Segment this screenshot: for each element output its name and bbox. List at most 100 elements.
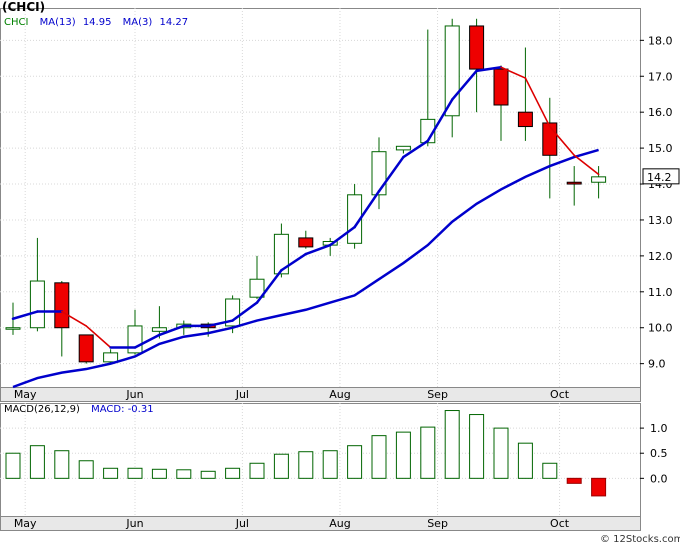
ma3-segment <box>524 77 551 128</box>
ma3-segment <box>573 154 600 176</box>
ma3-segment <box>255 268 283 304</box>
ma13-line <box>12 148 599 389</box>
legend-ma3-value: 14.27 <box>159 17 188 28</box>
ma3-segment <box>500 66 527 79</box>
macd-tick-label: 0.0 <box>650 472 668 485</box>
macd-x-tick-label: Jun <box>125 517 143 530</box>
candle-down <box>493 68 509 106</box>
ma3-segment <box>85 325 112 349</box>
candle-up <box>5 327 21 330</box>
price-x-tick-label: Oct <box>550 388 570 401</box>
chart-title: (CHCI) <box>2 0 45 14</box>
macd-tick-label: 1.0 <box>650 422 668 435</box>
price-panel <box>0 8 641 388</box>
macd-bar-positive <box>127 467 143 479</box>
macd-bars <box>5 410 607 497</box>
price-tick-label: 17.0 <box>648 70 673 83</box>
macd-x-axis: May Jun Jul Aug Sep Oct <box>14 517 570 530</box>
macd-bar-positive <box>29 445 45 479</box>
ma3-segment <box>158 324 186 337</box>
candle-down <box>469 25 485 70</box>
ma3-segment <box>450 69 478 101</box>
legend-symbol: CHCI <box>4 17 28 28</box>
macd-y-axis: 0.0 0.5 1.0 <box>640 422 668 485</box>
current-price-tag: 14.2 <box>642 168 680 185</box>
price-y-axis: 9.010.011.012.013.014.015.016.017.018.0 <box>640 34 673 371</box>
macd-gridlines <box>0 403 640 516</box>
price-x-tick-label: Sep <box>427 388 448 401</box>
candle-up <box>591 176 607 183</box>
macd-bar-positive <box>347 445 363 479</box>
macd-panel-axis-strip <box>0 516 641 531</box>
price-gridlines <box>0 8 640 387</box>
price-x-axis: May Jun Jul Aug Sep Oct <box>14 388 570 401</box>
price-panel-axis-strip <box>0 387 641 402</box>
price-x-tick-label: Jul <box>235 388 249 401</box>
macd-bar-positive <box>249 462 265 479</box>
candle-up <box>395 145 411 151</box>
price-tick-label: 10.0 <box>648 322 673 335</box>
macd-bar-positive <box>298 451 314 479</box>
candle-up <box>273 233 289 275</box>
price-x-tick-label: Jun <box>125 388 143 401</box>
ma3-segment <box>377 155 405 193</box>
ma3-segment <box>475 66 503 73</box>
price-tick-label: 13.0 <box>648 214 673 227</box>
price-x-tick-label: May <box>14 388 37 401</box>
candlesticks <box>5 18 607 364</box>
current-price-label: 14.2 <box>647 171 672 184</box>
macd-bar-positive <box>469 414 485 479</box>
macd-legend-label: MACD(26,12,9) <box>4 404 80 415</box>
legend-ma13-label: MA(13) <box>40 17 76 28</box>
ma3-segment <box>402 139 430 159</box>
ma3-segment <box>548 125 576 157</box>
macd-legend-value: -0.31 <box>128 404 154 415</box>
price-x-tick-label: Aug <box>329 388 350 401</box>
macd-bar-positive <box>151 468 167 479</box>
macd-bar-positive <box>5 452 21 479</box>
svg-text:MACD(26,12,9) MACD: -0: MACD(26,12,9) MACD: -0.31 <box>4 404 154 415</box>
watermark: © 12Stocks.com <box>600 534 680 545</box>
macd-bar-positive <box>493 427 509 479</box>
candle-up <box>371 151 387 196</box>
ma3-segment <box>280 252 308 272</box>
svg-text:CHCI MA(13) 14.95: CHCI MA(13) 14.95 MA(3) 14.27 <box>4 17 188 28</box>
legend-ma13-value: 14.95 <box>83 17 112 28</box>
macd-x-tick-label: Sep <box>427 517 448 530</box>
macd-bar-positive <box>517 442 533 479</box>
candle-down <box>542 122 558 156</box>
macd-bar-positive <box>395 431 411 479</box>
macd-bar-positive <box>322 450 338 479</box>
candle-up <box>249 278 265 298</box>
macd-bar-negative <box>566 477 582 484</box>
candle-down <box>298 237 314 248</box>
macd-x-tick-label: May <box>14 517 37 530</box>
legend-ma3-label: MA(3) <box>123 17 153 28</box>
price-tick-label: 16.0 <box>648 106 673 119</box>
ma3-segment <box>206 319 234 328</box>
macd-bar-positive <box>103 467 119 479</box>
macd-x-tick-label: Jul <box>235 517 249 530</box>
macd-bar-positive <box>200 470 216 479</box>
macd-bar-positive <box>54 450 70 479</box>
price-tick-label: 11.0 <box>648 286 673 299</box>
candle-up <box>127 325 143 354</box>
candle-down <box>517 111 533 128</box>
ma3-segment <box>231 301 259 322</box>
macd-bar-positive <box>542 462 558 479</box>
macd-panel <box>0 403 641 517</box>
price-tick-label: 9.0 <box>648 358 666 371</box>
candle-down <box>78 334 94 363</box>
macd-bar-positive <box>420 426 436 479</box>
macd-tick-label: 0.5 <box>650 447 668 460</box>
candle-up <box>151 327 167 332</box>
ma3-segment <box>304 243 332 256</box>
ma3-segment <box>133 333 161 349</box>
macd-bar-positive <box>225 467 241 479</box>
macd-bar-positive <box>273 453 289 479</box>
ma3-segment <box>353 189 381 229</box>
ma3-segment <box>328 225 356 247</box>
price-tick-label: 18.0 <box>648 34 673 47</box>
candle-up <box>103 352 119 363</box>
